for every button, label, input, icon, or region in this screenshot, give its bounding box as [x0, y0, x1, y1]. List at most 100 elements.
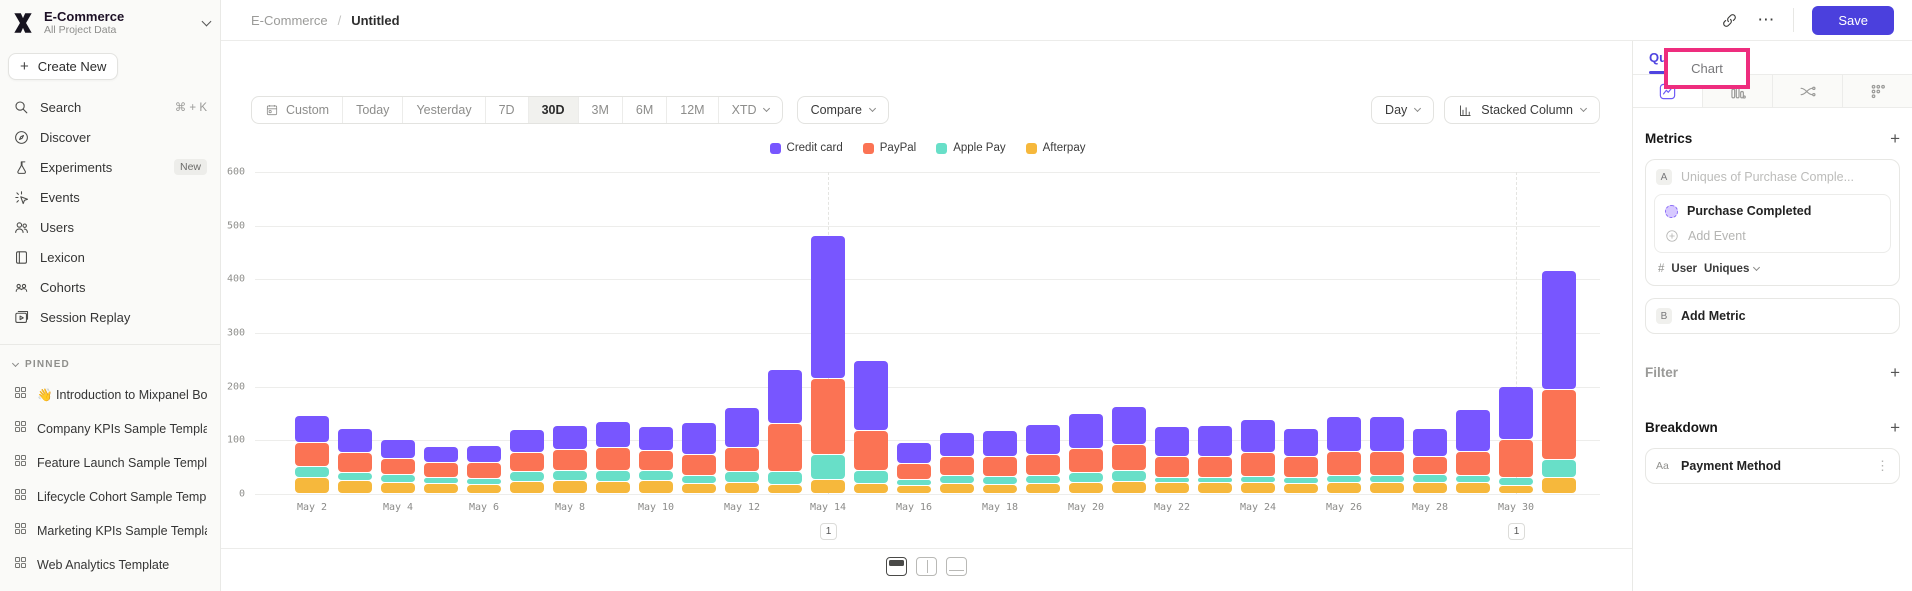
- breadcrumb-project[interactable]: E-Commerce: [251, 12, 328, 28]
- y-axis-tick-label: 600: [226, 166, 245, 178]
- stacked-bar-may-24[interactable]: [1241, 420, 1275, 493]
- stacked-bar-may-2[interactable]: [295, 416, 329, 493]
- stacked-bar-may-16[interactable]: [897, 443, 931, 493]
- date-range-7d[interactable]: 7D: [486, 97, 529, 123]
- stacked-bar-may-10[interactable]: [639, 427, 673, 493]
- granularity-dropdown[interactable]: Day: [1371, 96, 1435, 124]
- annotation-count-badge[interactable]: 1: [820, 523, 837, 540]
- project-switcher[interactable]: E-Commerce All Project Data: [0, 0, 220, 43]
- stacked-bar-may-26[interactable]: [1327, 417, 1361, 493]
- pinned-board-item[interactable]: Company KPIs Sample Templat: [0, 412, 220, 446]
- stacked-bar-may-7[interactable]: [510, 430, 544, 493]
- agg-type-dropdown[interactable]: Uniques: [1704, 263, 1761, 275]
- stacked-bar-may-4[interactable]: [381, 440, 415, 493]
- sidebar-item-session-replay[interactable]: Session Replay: [0, 302, 220, 332]
- bar-segment-credit-card: [1499, 387, 1533, 439]
- legend-item-paypal[interactable]: PayPal: [862, 142, 916, 154]
- retention-report-tab[interactable]: [1843, 75, 1912, 107]
- stacked-bar-may-8[interactable]: [553, 426, 587, 493]
- stacked-bar-may-20[interactable]: [1069, 414, 1103, 493]
- stacked-bar-may-22[interactable]: [1155, 427, 1189, 493]
- more-menu-icon[interactable]: ⋯: [1757, 10, 1776, 29]
- bar-segment-apple-pay: [1026, 476, 1060, 483]
- gridline: [255, 386, 1600, 388]
- board-grid-icon: [13, 555, 28, 575]
- stacked-bar-may-29[interactable]: [1456, 410, 1490, 493]
- stacked-bar-may-19[interactable]: [1026, 425, 1060, 493]
- stacked-bar-may-11[interactable]: [682, 423, 716, 493]
- date-range-30d[interactable]: 30D: [528, 97, 579, 123]
- stacked-bar-may-17[interactable]: [940, 433, 974, 493]
- sidebar-item-cohorts[interactable]: Cohorts: [0, 272, 220, 302]
- pinned-board-item[interactable]: 👋 Introduction to Mixpanel Bo: [0, 378, 220, 412]
- agg-entity[interactable]: User: [1671, 263, 1697, 275]
- save-button[interactable]: Save: [1812, 5, 1894, 35]
- stacked-bar-may-31[interactable]: [1542, 271, 1576, 493]
- bar-segment-apple-pay: [1327, 476, 1361, 482]
- breadcrumb-page-title[interactable]: Untitled: [351, 12, 400, 28]
- stacked-bar-may-12[interactable]: [725, 408, 759, 493]
- stacked-bar-may-30[interactable]: [1499, 387, 1533, 493]
- bar-segment-afterpay: [381, 483, 415, 493]
- create-new-button[interactable]: + Create New: [8, 53, 119, 80]
- pinned-board-item[interactable]: Lifecycle Cohort Sample Temp: [0, 480, 220, 514]
- stacked-bar-may-3[interactable]: [338, 429, 372, 493]
- bar-segment-paypal: [1026, 455, 1060, 475]
- x-axis-tick-label: May 30: [1497, 502, 1535, 513]
- stacked-bar-may-13[interactable]: [768, 370, 802, 493]
- pinned-board-item[interactable]: Feature Launch Sample Templa: [0, 446, 220, 480]
- date-range-today[interactable]: Today: [343, 97, 404, 123]
- breadcrumb-separator: /: [337, 12, 342, 28]
- add-breakdown-plus-icon[interactable]: +: [1890, 418, 1900, 437]
- flows-report-tab[interactable]: [1773, 75, 1843, 107]
- add-event-row[interactable]: Add Event: [1655, 227, 1890, 252]
- stacked-bar-may-21[interactable]: [1112, 407, 1146, 493]
- add-metric-plus-icon[interactable]: +: [1890, 129, 1900, 148]
- pinned-board-item[interactable]: Web Analytics Template: [0, 548, 220, 582]
- date-range-xtd[interactable]: XTD: [719, 97, 782, 123]
- legend-item-afterpay[interactable]: Afterpay: [1025, 142, 1085, 154]
- stacked-bar-may-6[interactable]: [467, 446, 501, 493]
- stacked-bar-may-14[interactable]: [811, 236, 845, 493]
- pinned-board-item[interactable]: Marketing KPIs Sample Templat: [0, 514, 220, 548]
- stacked-bar-may-27[interactable]: [1370, 417, 1404, 493]
- stacked-bar-may-15[interactable]: [854, 361, 888, 493]
- metric-a-name-row[interactable]: A Uniques of Purchase Comple...: [1646, 160, 1899, 194]
- mixpanel-logo-icon: [14, 13, 32, 33]
- stacked-bar-may-25[interactable]: [1284, 429, 1318, 493]
- compare-button[interactable]: Compare: [796, 96, 889, 124]
- date-range-custom[interactable]: Custom: [252, 97, 344, 123]
- sidebar-item-events[interactable]: Events: [0, 182, 220, 212]
- layout-split-horizontal-icon[interactable]: [886, 557, 907, 576]
- event-row[interactable]: Purchase Completed: [1655, 195, 1890, 227]
- pinned-section-toggle[interactable]: PINNED: [0, 355, 220, 378]
- annotation-count-badge[interactable]: 1: [1508, 523, 1525, 540]
- sidebar-item-discover[interactable]: Discover: [0, 122, 220, 152]
- stacked-bar-may-23[interactable]: [1198, 426, 1232, 493]
- date-range-3m[interactable]: 3M: [579, 97, 623, 123]
- date-range-12m[interactable]: 12M: [667, 97, 719, 123]
- date-range-yesterday[interactable]: Yesterday: [403, 97, 486, 123]
- breakdown-card[interactable]: Aa Payment Method ⋮: [1645, 448, 1900, 484]
- legend-item-apple-pay[interactable]: Apple Pay: [936, 142, 1006, 154]
- sidebar-item-users[interactable]: Users: [0, 212, 220, 242]
- tab-chart[interactable]: Chart: [1691, 61, 1723, 76]
- chart-type-dropdown[interactable]: Stacked Column: [1444, 96, 1600, 124]
- add-metric-card[interactable]: B Add Metric: [1645, 298, 1900, 334]
- layout-split-vertical-icon[interactable]: [916, 557, 937, 576]
- stacked-bar-may-18[interactable]: [983, 431, 1017, 493]
- sidebar-nav: Search ⌘ + K Discover Experiments New Events U…: [0, 92, 220, 332]
- stacked-bar-may-9[interactable]: [596, 422, 630, 493]
- add-filter-plus-icon[interactable]: +: [1890, 363, 1900, 382]
- layout-bottom-panel-icon[interactable]: [946, 557, 967, 576]
- sidebar-item-experiments[interactable]: Experiments New: [0, 152, 220, 182]
- legend-item-credit-card[interactable]: Credit card: [769, 142, 843, 154]
- sidebar-item-lexicon[interactable]: Lexicon: [0, 242, 220, 272]
- sidebar-item-search[interactable]: Search ⌘ + K: [0, 92, 220, 122]
- date-range-6m[interactable]: 6M: [623, 97, 668, 123]
- bar-segment-afterpay: [1026, 484, 1060, 493]
- stacked-bar-may-28[interactable]: [1413, 429, 1447, 493]
- kebab-menu-icon[interactable]: ⋮: [1876, 458, 1889, 473]
- copy-link-icon[interactable]: [1719, 10, 1739, 30]
- stacked-bar-may-5[interactable]: [424, 447, 458, 493]
